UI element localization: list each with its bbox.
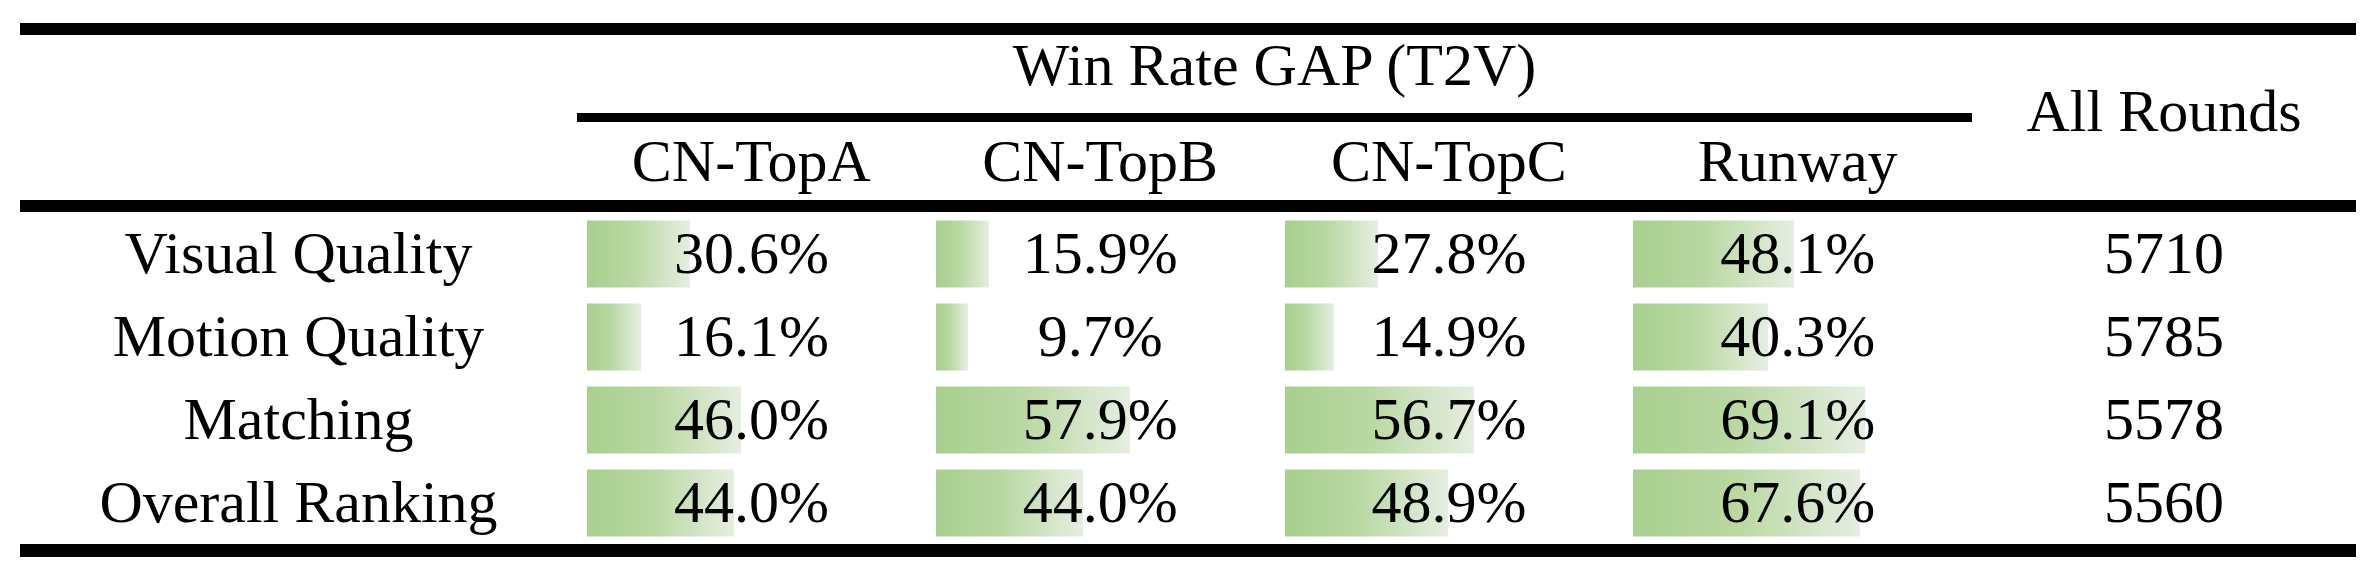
group-header-win-rate-gap: Win Rate GAP (T2V) <box>577 28 1972 102</box>
data-bar <box>936 303 969 370</box>
data-bar <box>1285 220 1378 287</box>
all-rounds-value: 5785 <box>1972 295 2356 378</box>
win-rate-cell: 56.7% <box>1275 378 1624 461</box>
column-header-runway: Runway <box>1623 124 1972 198</box>
win-rate-cell: 46.0% <box>577 378 926 461</box>
data-bar <box>1285 303 1335 370</box>
row-label: Overall Ranking <box>20 461 577 544</box>
win-rate-value: 16.1% <box>674 302 829 371</box>
win-rate-cell: 44.0% <box>577 461 926 544</box>
win-rate-cell: 44.0% <box>926 461 1275 544</box>
win-rate-cell: 67.6% <box>1623 461 1972 544</box>
win-rate-value: 30.6% <box>674 219 829 288</box>
row-label: Matching <box>20 378 577 461</box>
paper-table-win-rate-gap: Win Rate GAP (T2V) CN-TopACN-TopBCN-TopC… <box>0 0 2376 568</box>
table-body: Visual Quality30.6%15.9%27.8%48.1%5710Mo… <box>20 212 2356 544</box>
win-rate-cell: 9.7% <box>926 295 1275 378</box>
all-rounds-value: 5578 <box>1972 378 2356 461</box>
win-rate-value: 48.9% <box>1371 468 1526 537</box>
win-rate-value: 44.0% <box>1023 468 1178 537</box>
win-rate-value: 40.3% <box>1720 302 1875 371</box>
bottom-rule <box>20 544 2356 557</box>
win-rate-value: 44.0% <box>674 468 829 537</box>
win-rate-cell: 57.9% <box>926 378 1275 461</box>
group-header-underline <box>577 113 1972 122</box>
win-rate-value: 14.9% <box>1371 302 1526 371</box>
win-rate-value: 67.6% <box>1720 468 1875 537</box>
table-row: Motion Quality 16.1% 9.7% 14.9% 40.3% 5785 <box>20 295 2356 378</box>
win-rate-value: 9.7% <box>1038 302 1163 371</box>
win-rate-value: 27.8% <box>1371 219 1526 288</box>
win-rate-value: 48.1% <box>1720 219 1875 288</box>
win-rate-cell: 27.8% <box>1275 212 1624 295</box>
header-body-rule <box>20 200 2356 212</box>
column-header-cn-topb: CN-TopB <box>926 124 1275 198</box>
win-rate-cell: 16.1% <box>577 295 926 378</box>
all-rounds-value: 5560 <box>1972 461 2356 544</box>
table-row: Overall Ranking 44.0% 44.0% 48.9% 67.6% 5560 <box>20 461 2356 544</box>
column-header-cn-topc: CN-TopC <box>1275 124 1624 198</box>
all-rounds-value: 5710 <box>1972 212 2356 295</box>
win-rate-value: 69.1% <box>1720 385 1875 454</box>
win-rate-value: 46.0% <box>674 385 829 454</box>
all-rounds-header: All Rounds <box>1972 23 2356 200</box>
win-rate-cell: 30.6% <box>577 212 926 295</box>
win-rate-cell: 69.1% <box>1623 378 1972 461</box>
row-label: Visual Quality <box>20 212 577 295</box>
win-rate-cell: 40.3% <box>1623 295 1972 378</box>
win-rate-value: 15.9% <box>1023 219 1178 288</box>
column-header-cn-topa: CN-TopA <box>577 124 926 198</box>
win-rate-value: 57.9% <box>1023 385 1178 454</box>
win-rate-value: 56.7% <box>1371 385 1526 454</box>
win-rate-cell: 14.9% <box>1275 295 1624 378</box>
column-headers-row: CN-TopACN-TopBCN-TopCRunway <box>577 124 1972 198</box>
row-label: Motion Quality <box>20 295 577 378</box>
win-rate-cell: 15.9% <box>926 212 1275 295</box>
table-row: Visual Quality 30.6% 15.9% 27.8% 48.1% 5710 <box>20 212 2356 295</box>
win-rate-cell: 48.1% <box>1623 212 1972 295</box>
table-row: Matching 46.0% 57.9% 56.7% 69.1% 5578 <box>20 378 2356 461</box>
data-bar <box>936 220 989 287</box>
data-bar <box>587 303 641 370</box>
win-rate-cell: 48.9% <box>1275 461 1624 544</box>
